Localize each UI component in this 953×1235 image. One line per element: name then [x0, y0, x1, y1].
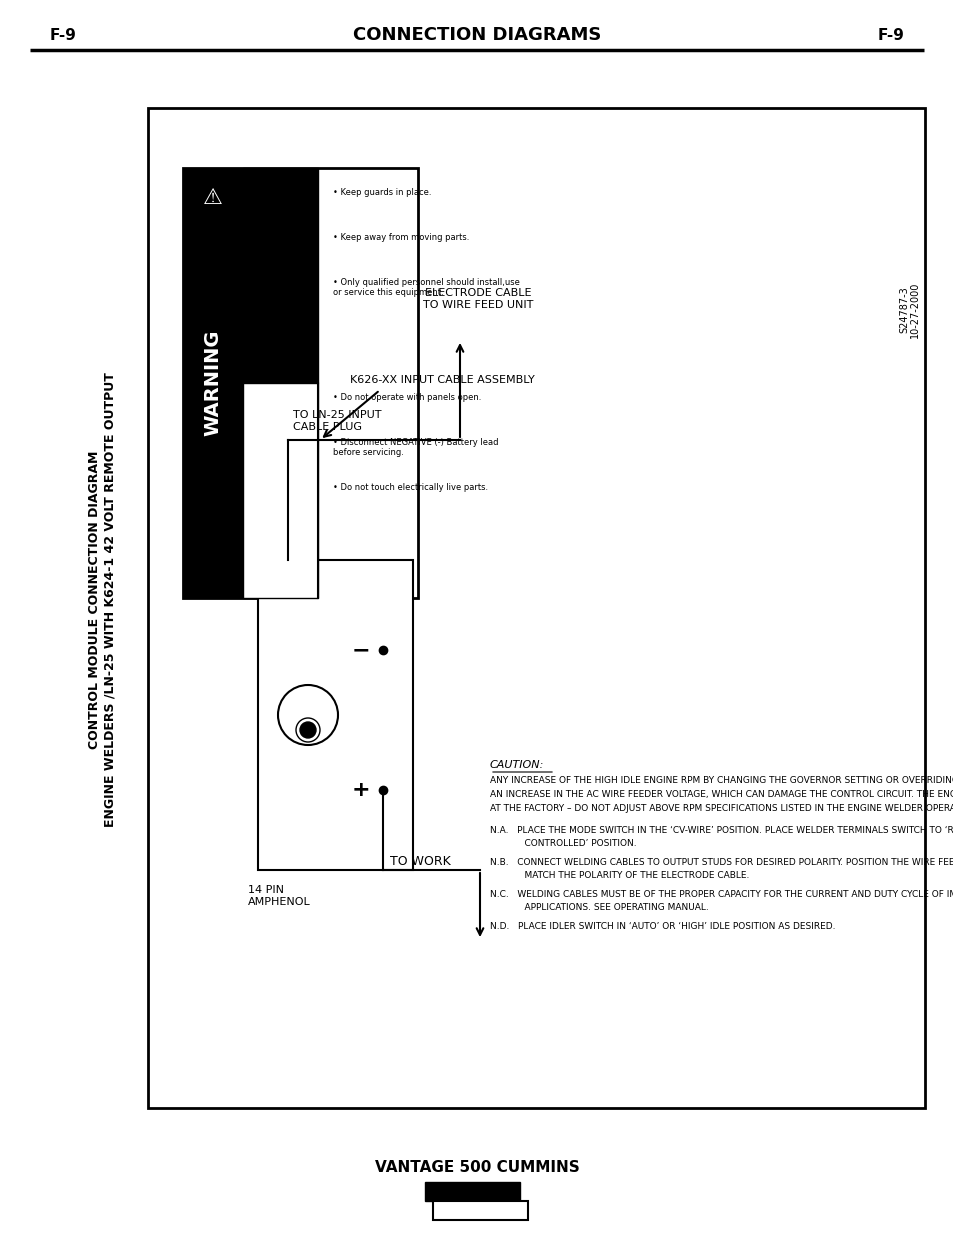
Text: ELECTRODE CABLE
TO WIRE FEED UNIT: ELECTRODE CABLE TO WIRE FEED UNIT [422, 289, 533, 310]
Bar [257, 559, 413, 869]
Text: • Disconnect NEGATIVE (-) Battery lead
before servicing.: • Disconnect NEGATIVE (-) Battery lead b… [333, 438, 498, 457]
Text: ®: ® [519, 1184, 527, 1191]
Text: CONNECTION DIAGRAMS: CONNECTION DIAGRAMS [353, 26, 600, 44]
Text: +: + [352, 781, 370, 800]
Bar [183, 168, 417, 598]
Text: N.C.   WELDING CABLES MUST BE OF THE PROPER CAPACITY FOR THE CURRENT AND DUTY CY: N.C. WELDING CABLES MUST BE OF THE PROPE… [490, 890, 953, 899]
Text: MATCH THE POLARITY OF THE ELECTRODE CABLE.: MATCH THE POLARITY OF THE ELECTRODE CABL… [490, 871, 749, 881]
Text: N.A.   PLACE THE MODE SWITCH IN THE ‘CV-WIRE’ POSITION. PLACE WELDER TERMINALS S: N.A. PLACE THE MODE SWITCH IN THE ‘CV-WI… [490, 826, 953, 835]
Text: 10-27-2000: 10-27-2000 [909, 282, 919, 338]
Text: CAUTION:: CAUTION: [490, 760, 544, 769]
Text: • Do not touch electrically live parts.: • Do not touch electrically live parts. [333, 483, 488, 492]
Circle shape [299, 722, 315, 739]
Text: N.B.   CONNECT WELDING CABLES TO OUTPUT STUDS FOR DESIRED POLARITY. POSITION THE: N.B. CONNECT WELDING CABLES TO OUTPUT ST… [490, 858, 953, 867]
Text: CONTROL MODULE CONNECTION DIAGRAM: CONTROL MODULE CONNECTION DIAGRAM [89, 451, 101, 750]
Text: APPLICATIONS. SEE OPERATING MANUAL.: APPLICATIONS. SEE OPERATING MANUAL. [490, 903, 708, 911]
Bar [424, 1182, 519, 1200]
Bar [243, 383, 317, 598]
Text: ANY INCREASE OF THE HIGH IDLE ENGINE RPM BY CHANGING THE GOVERNOR SETTING OR OVE: ANY INCREASE OF THE HIGH IDLE ENGINE RPM… [490, 776, 953, 785]
Text: WARNING: WARNING [203, 330, 222, 436]
Text: ENGINE WELDERS /LN-25 WITH K624-1 42 VOLT REMOTE OUTPUT: ENGINE WELDERS /LN-25 WITH K624-1 42 VOL… [103, 373, 116, 827]
Bar [148, 107, 924, 1108]
Text: • Only qualified personnel should install,use
or service this equipment.: • Only qualified personnel should instal… [333, 278, 519, 298]
Text: AN INCREASE IN THE AC WIRE FEEDER VOLTAGE, WHICH CAN DAMAGE THE CONTROL CIRCUIT.: AN INCREASE IN THE AC WIRE FEEDER VOLTAG… [490, 790, 953, 799]
Bar [433, 1200, 527, 1220]
Text: K626-XX INPUT CABLE ASSEMBLY: K626-XX INPUT CABLE ASSEMBLY [350, 375, 535, 385]
Text: • Do not operate with panels open.: • Do not operate with panels open. [333, 393, 481, 403]
Text: TO LN-25 INPUT
CABLE PLUG: TO LN-25 INPUT CABLE PLUG [293, 410, 381, 431]
Text: −: − [352, 640, 370, 659]
Text: S24787-3: S24787-3 [898, 287, 908, 333]
Text: N.D.   PLACE IDLER SWITCH IN ‘AUTO’ OR ‘HIGH’ IDLE POSITION AS DESIRED.: N.D. PLACE IDLER SWITCH IN ‘AUTO’ OR ‘HI… [490, 923, 835, 931]
Text: CONTROLLED’ POSITION.: CONTROLLED’ POSITION. [490, 839, 636, 848]
Text: AT THE FACTORY – DO NOT ADJUST ABOVE RPM SPECIFICATIONS LISTED IN THE ENGINE WEL: AT THE FACTORY – DO NOT ADJUST ABOVE RPM… [490, 804, 953, 813]
Text: ELECTRIC: ELECTRIC [450, 1205, 509, 1215]
Text: F-9: F-9 [877, 27, 904, 42]
Bar [243, 168, 317, 383]
Bar [183, 168, 243, 598]
Text: TO WORK: TO WORK [390, 855, 450, 868]
Text: ⚠: ⚠ [203, 188, 223, 207]
Text: • Keep guards in place.: • Keep guards in place. [333, 188, 431, 198]
Text: • Keep away from moving parts.: • Keep away from moving parts. [333, 233, 469, 242]
Text: F-9: F-9 [50, 27, 77, 42]
Text: VANTAGE 500 CUMMINS: VANTAGE 500 CUMMINS [375, 1161, 578, 1176]
Text: 14 PIN
AMPHENOL: 14 PIN AMPHENOL [248, 885, 311, 906]
Text: LINCOLN: LINCOLN [444, 1186, 498, 1195]
